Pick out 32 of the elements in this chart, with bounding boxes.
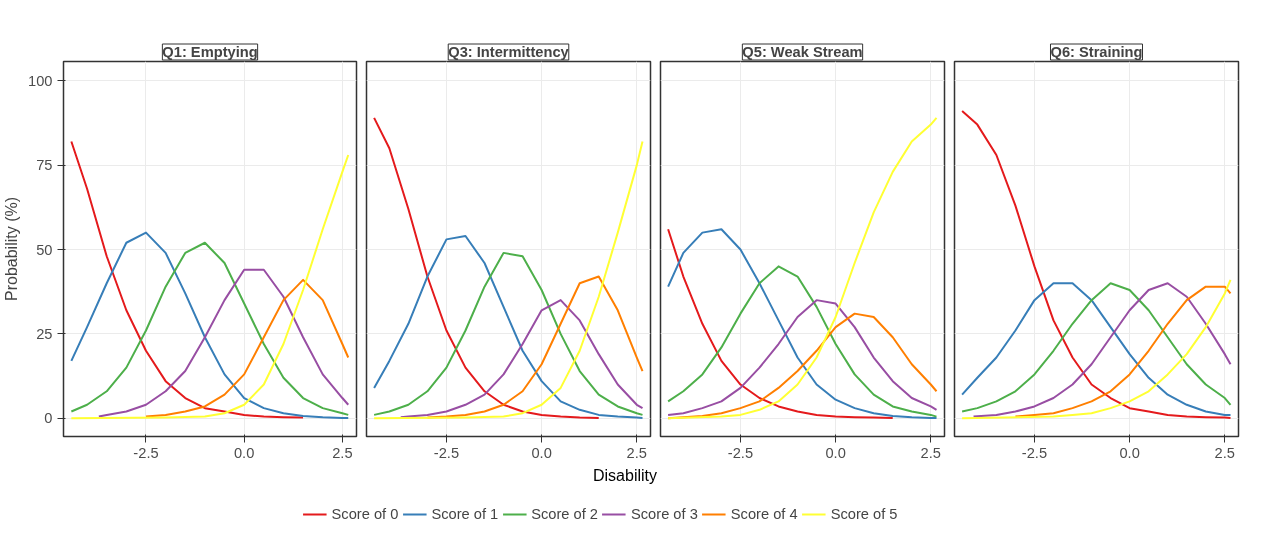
legend-label: Score of 0 bbox=[331, 506, 399, 522]
x-tick-label: 0.0 bbox=[1119, 444, 1140, 461]
x-tick-label: 2.5 bbox=[1214, 444, 1235, 461]
line-series bbox=[144, 278, 350, 418]
chart-title: Q5: Weak Stream bbox=[742, 44, 863, 60]
y-tick-label: 100 bbox=[28, 72, 53, 89]
line-series bbox=[97, 268, 350, 418]
x-tick-label: -2.5 bbox=[133, 444, 159, 461]
line-series bbox=[70, 140, 305, 419]
line-series bbox=[70, 154, 350, 420]
chart-title: Q6: Straining bbox=[1050, 44, 1143, 60]
x-tick-label: 2.5 bbox=[332, 444, 353, 461]
legend-label: Score of 3 bbox=[631, 506, 698, 522]
legend-label: Score of 1 bbox=[431, 506, 499, 522]
x-tick-label: -2.5 bbox=[1021, 444, 1048, 461]
x-tick-label: -2.5 bbox=[433, 444, 460, 461]
x-tick-label: 2.5 bbox=[626, 444, 647, 461]
x-tick-label: 0.0 bbox=[233, 444, 255, 461]
legend-label: Score of 2 bbox=[531, 506, 598, 522]
y-tick-label: 50 bbox=[36, 241, 53, 258]
x-tick-label: 2.5 bbox=[920, 444, 941, 461]
x-tick-label: -2.5 bbox=[727, 444, 754, 461]
chart-title: Q1: Emptying bbox=[162, 44, 258, 60]
y-tick-label: 25 bbox=[36, 325, 53, 342]
y-tick-label: 0 bbox=[44, 410, 53, 427]
legend-label: Score of 5 bbox=[830, 506, 898, 522]
x-tick-label: 0.0 bbox=[825, 444, 846, 461]
y-axis-title: Probability (%) bbox=[3, 196, 21, 302]
legend-label: Score of 4 bbox=[730, 506, 798, 522]
y-tick-label: 75 bbox=[36, 157, 53, 174]
x-axis-title: Disability bbox=[592, 466, 657, 486]
x-tick-label: 0.0 bbox=[531, 444, 552, 461]
